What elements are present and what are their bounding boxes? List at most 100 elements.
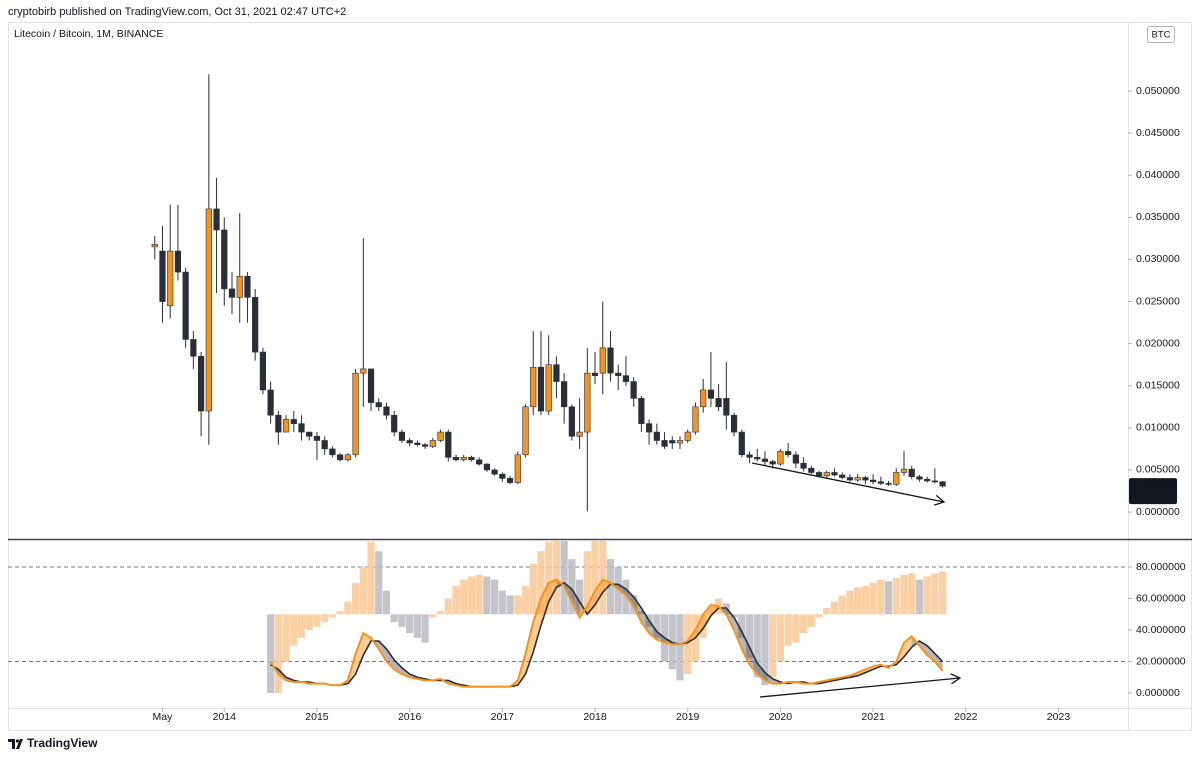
histogram-bar <box>815 614 823 618</box>
histogram-bar <box>846 590 854 615</box>
histogram-bar <box>328 614 337 618</box>
candle-body <box>916 476 923 480</box>
histogram-bar <box>761 614 769 686</box>
candle-body <box>483 463 490 471</box>
histogram-bar <box>776 614 785 662</box>
ribbon-fill <box>571 589 580 618</box>
candle-body <box>398 431 406 441</box>
histogram-bar <box>707 606 715 615</box>
candle-body <box>638 398 645 424</box>
candle-body <box>723 398 730 416</box>
candle-body <box>862 477 869 481</box>
candle-body <box>352 372 359 456</box>
candle-body <box>545 364 552 412</box>
histogram-bar <box>436 611 445 615</box>
ribbon-fill <box>355 633 364 675</box>
histogram-bar <box>799 614 808 634</box>
candle-body <box>228 288 236 298</box>
footer-logo: TradingView <box>8 736 98 750</box>
y-tick-label: 0.000000 <box>1136 506 1180 518</box>
histogram-bar <box>351 582 360 615</box>
candle-body <box>607 347 614 374</box>
x-tick-label: 2021 <box>861 711 885 723</box>
histogram-bar <box>823 607 831 615</box>
histogram-bar <box>653 614 661 638</box>
candle-body <box>337 454 344 461</box>
histogram-bar <box>375 551 383 615</box>
candle-body <box>221 229 228 290</box>
currency-label: BTC <box>1152 30 1171 41</box>
candle-body <box>900 468 908 473</box>
candle-body <box>831 472 838 476</box>
candle-body <box>452 457 460 461</box>
candle-body <box>375 402 382 408</box>
candle-body <box>700 389 707 408</box>
candle-body <box>344 454 351 461</box>
x-tick-label: 2017 <box>491 711 515 723</box>
candle-body <box>244 275 251 298</box>
candle-body <box>437 431 444 441</box>
candle-body <box>939 481 946 487</box>
candle-body <box>553 364 560 382</box>
candle-body <box>839 474 846 478</box>
histogram-bar <box>807 614 815 627</box>
ribbon-fill <box>649 620 657 640</box>
ribbon-fill <box>363 633 372 656</box>
ribbon-fill <box>641 607 650 634</box>
histogram-bar <box>568 559 576 615</box>
candle-body <box>854 477 861 481</box>
candle-body <box>730 414 738 433</box>
histogram-bar <box>699 614 707 638</box>
candle-body <box>151 243 158 248</box>
ribbon-fill <box>703 604 711 629</box>
candle-body <box>499 473 506 479</box>
candle-body <box>321 440 328 450</box>
candle-body <box>491 469 498 475</box>
histogram-bar <box>637 611 645 615</box>
histogram-bar <box>792 614 800 643</box>
candle-body <box>808 467 815 473</box>
candle-body <box>313 435 321 441</box>
candle-body <box>383 406 390 416</box>
candle-body <box>298 423 305 433</box>
ribbon-fill <box>525 622 534 675</box>
candle-body <box>422 444 429 447</box>
ribbon-fill <box>548 579 557 602</box>
candle-body <box>290 419 297 424</box>
candle-body <box>669 440 676 444</box>
histogram-bar <box>769 614 777 678</box>
candle-body <box>282 419 290 433</box>
histogram-bar <box>614 566 622 615</box>
histogram-bar <box>591 541 599 615</box>
candle-body <box>815 472 823 477</box>
histogram-bar <box>575 579 584 615</box>
candle-body <box>870 479 877 483</box>
histogram-bar <box>521 585 530 615</box>
ribbon-fill <box>394 659 402 675</box>
histogram-bar <box>738 614 746 638</box>
x-tick-label: 2016 <box>398 711 422 723</box>
trend-arrow <box>751 462 946 506</box>
histogram-bar <box>483 576 491 615</box>
histogram-bar <box>282 614 290 662</box>
histogram-bar <box>321 614 329 623</box>
histogram-bar <box>745 614 754 659</box>
histogram-bar <box>915 579 924 615</box>
histogram-bar <box>398 614 406 627</box>
candle-body <box>360 368 367 374</box>
histogram-bar <box>861 585 869 615</box>
candle-body <box>429 440 436 447</box>
histogram-bar <box>336 611 344 615</box>
candle-body <box>514 454 521 483</box>
ribbon-fill <box>633 596 642 623</box>
histogram-bar <box>452 585 460 615</box>
currency-box <box>1147 26 1175 43</box>
y-tick-label: 0.050000 <box>1136 85 1180 97</box>
histogram-bar <box>475 574 483 615</box>
ribbon-fill <box>386 648 395 670</box>
y-tick-label: 40.000000 <box>1136 624 1186 636</box>
y-tick-label: 0.000000 <box>1136 687 1180 699</box>
candle-body <box>367 368 375 403</box>
x-tick-label: May <box>153 711 174 723</box>
